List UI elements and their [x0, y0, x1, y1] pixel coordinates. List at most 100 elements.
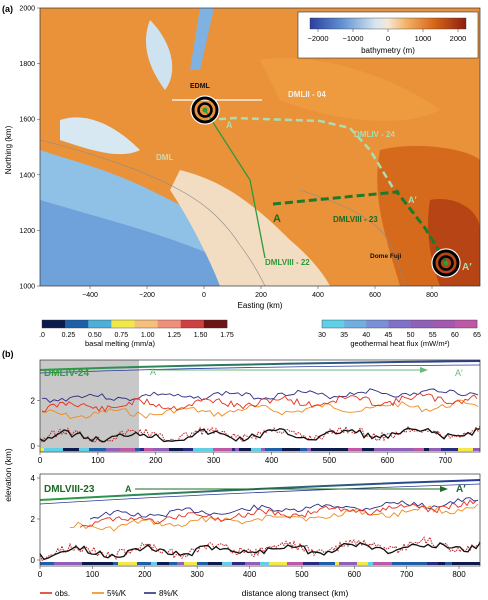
dmlviii-a-prime: A′: [456, 484, 466, 495]
profile-xtick-label: 400: [265, 456, 279, 465]
flux-strip-segment: [406, 448, 414, 451]
flux-strip-segment: [159, 448, 169, 451]
dmliv-title: DMLIV-24: [44, 368, 89, 379]
flux-strip-segment: [235, 448, 239, 451]
flux-strip-segment: [368, 562, 373, 565]
colorbar-tick-label: 40: [362, 332, 370, 339]
colorbar-tick-label: 30: [318, 332, 326, 339]
flux-strip-segment: [479, 562, 480, 565]
colorbar-block: [388, 320, 411, 328]
colorbar-block: [454, 320, 478, 328]
bathymetry-colorbar: −2000 −1000 0 1000 2000 bathymetry (m): [297, 11, 479, 59]
colorbar-block: [366, 320, 389, 328]
bathymetry-tick-label: −2000: [307, 34, 328, 43]
geothermal-colorbar: 30 35 40 45 50 55 60 65 geothermal heat flux (m…: [318, 319, 481, 348]
flux-strip-segment: [151, 562, 157, 565]
profile-xtick-label: 600: [381, 456, 395, 465]
colorbar-tick-label: 50: [407, 332, 415, 339]
flux-strip-segment: [89, 448, 106, 451]
flux-strip-segment: [245, 562, 260, 565]
flux-strip-segment: [107, 562, 113, 565]
colorbar-tick-label: 55: [429, 332, 437, 339]
map-xtick-label: 400: [312, 292, 324, 299]
flux-strip-segment: [251, 448, 261, 451]
label-a-dmlviii: A: [273, 213, 281, 225]
series-5pctK-top: [41, 399, 479, 420]
map-blue-southwest: [40, 200, 260, 286]
transect-dmlviii-23: [272, 190, 447, 262]
dmliv-a: A: [150, 367, 156, 377]
legend-label: obs.: [55, 589, 70, 598]
transect-dmlviii-23-endpoint: [394, 189, 400, 195]
map-xtick-label: 200: [255, 292, 267, 299]
flux-strip-segment: [137, 562, 151, 565]
flux-strip-segment: [409, 562, 427, 565]
panel-a-label: (a): [2, 4, 13, 14]
map-ytick-label: 1400: [19, 172, 35, 179]
colorbar-tick-label: 0.50: [88, 332, 102, 339]
dmliv-arrowhead: [420, 367, 428, 373]
series-5pctK-bottom: [69, 503, 479, 532]
map-xlabel: Easting (km): [238, 301, 283, 310]
profile-xtick-label: 300: [190, 570, 204, 579]
flux-strip-segment: [438, 562, 445, 565]
flux-strip-segment: [44, 448, 63, 451]
surface-line-bottom: [39, 479, 481, 501]
map-xtick-label: −200: [139, 292, 155, 299]
profile-dmlviii-23: DMLVIII-23 A A′ 0 2 4 0 100 200 300 400 500 600 7…: [31, 473, 481, 579]
flux-strip-segment: [169, 448, 183, 451]
map-ylabel: Northing (km): [4, 125, 13, 174]
flux-strip-segment: [183, 448, 193, 451]
bathymetry-tick-label: 0: [386, 34, 390, 43]
flux-strip-segment: [113, 562, 118, 565]
profile-ytick-label: 0: [31, 442, 36, 451]
panel-b-xlabel: distance along transect (km): [242, 588, 349, 598]
dmlviii-arrowhead: [440, 486, 448, 492]
series-obs-bottom: [79, 499, 477, 528]
flux-strip-segment: [300, 448, 307, 451]
flux-strip-segment: [424, 448, 429, 451]
flux-strip-segment: [54, 562, 68, 565]
colorbar-block: [322, 320, 345, 328]
flux-strip-segment: [348, 448, 362, 451]
label-a-prime-dmliv: A′: [408, 195, 417, 205]
colorbar-block: [65, 320, 89, 328]
flux-strip-segment: [97, 562, 107, 565]
flux-strip-segment: [232, 448, 235, 451]
basal-melting-title: basal melting (mm/a): [85, 339, 156, 348]
bathymetry-tick-label: 2000: [450, 34, 467, 43]
flux-strip-segment: [414, 448, 424, 451]
profile-ytick-label: 2: [31, 396, 36, 405]
profile-xtick-label: 700: [400, 570, 414, 579]
map-xtick-label: −400: [82, 292, 98, 299]
profile-xtick-label: 0: [38, 456, 43, 465]
flux-strip-segment: [157, 562, 169, 565]
flux-strip-segment: [427, 562, 438, 565]
flux-strip-segment: [120, 448, 135, 451]
legend-label: 5%/K: [107, 589, 127, 598]
flux-strip-segment: [140, 448, 144, 451]
map-xtick-label: 600: [369, 292, 381, 299]
flux-strip-segment: [303, 562, 319, 565]
colorbar-block: [432, 320, 456, 328]
flux-strip-segment: [193, 448, 213, 451]
profile-xtick-label: 800: [452, 570, 466, 579]
label-edml: EDML: [190, 83, 211, 90]
legend: obs. 5%/K 8%/K: [40, 589, 179, 598]
flux-strip-segment: [328, 448, 348, 451]
flux-strip-segment: [377, 562, 387, 565]
flux-strip-segment: [239, 448, 251, 451]
flux-strip-segment: [441, 448, 458, 451]
flux-strip-segment: [213, 448, 232, 451]
label-dmlviii-22: DMLVIII - 22: [265, 258, 310, 267]
profile-xtick-label: 400: [243, 570, 257, 579]
dmlviii-a: A: [125, 484, 132, 494]
flux-strip-segment: [177, 562, 184, 565]
profile-ytick-label: 4: [31, 474, 36, 483]
flux-strip-segment: [118, 562, 137, 565]
flux-strip-segment: [184, 562, 197, 565]
profile-xtick-label: 500: [323, 456, 337, 465]
flux-strip-segment: [452, 562, 463, 565]
map-dark-east: [428, 199, 480, 286]
